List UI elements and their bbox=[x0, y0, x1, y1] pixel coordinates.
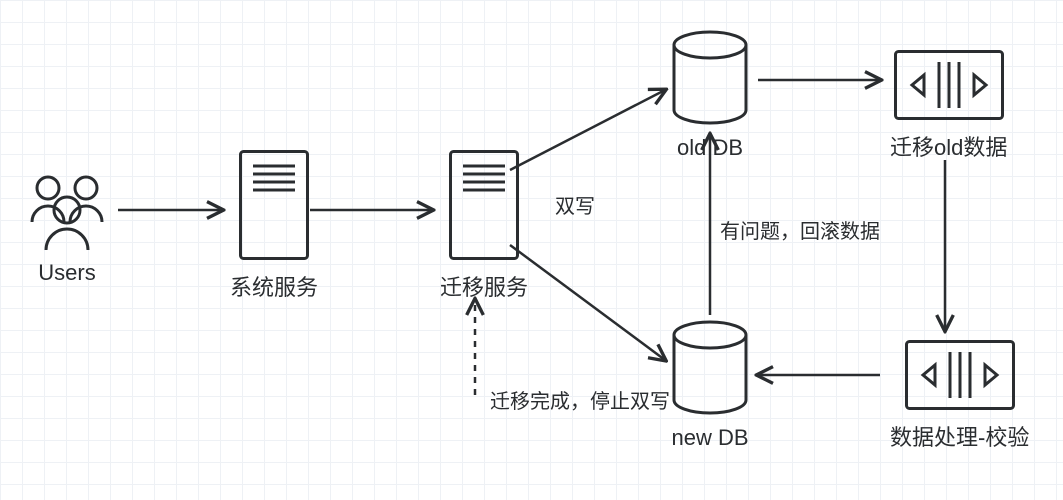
edge-label-migration-done: 迁移完成，停止双写 bbox=[490, 385, 670, 414]
database-icon bbox=[670, 30, 750, 125]
node-migrate-old-data: 迁移old数据 bbox=[890, 50, 1007, 162]
node-users: Users bbox=[22, 170, 112, 286]
columns-icon bbox=[905, 340, 1015, 410]
edge-e4 bbox=[510, 245, 665, 360]
edge-label-rollback: 有问题，回滚数据 bbox=[720, 215, 880, 244]
node-label: 系统服务 bbox=[230, 270, 318, 302]
edge-label-dual-write: 双写 bbox=[555, 190, 595, 219]
node-label: Users bbox=[38, 260, 95, 286]
node-label: new DB bbox=[671, 425, 748, 451]
users-icon bbox=[22, 170, 112, 250]
database-icon bbox=[670, 320, 750, 415]
node-migration-service: 迁移服务 bbox=[440, 150, 528, 302]
node-label: 迁移服务 bbox=[440, 270, 528, 302]
node-old-db: old DB bbox=[670, 30, 750, 161]
columns-icon bbox=[894, 50, 1004, 120]
server-icon bbox=[449, 150, 519, 260]
node-system-service: 系统服务 bbox=[230, 150, 318, 302]
node-new-db: new DB bbox=[670, 320, 750, 451]
node-data-process-verify: 数据处理-校验 bbox=[890, 340, 1029, 452]
node-label: 迁移old数据 bbox=[890, 130, 1007, 162]
edge-e3 bbox=[510, 90, 665, 170]
server-icon bbox=[239, 150, 309, 260]
node-label: 数据处理-校验 bbox=[890, 420, 1029, 452]
node-label: old DB bbox=[677, 135, 743, 161]
diagram-stage: Users 系统服务 迁移服务 bbox=[0, 0, 1063, 500]
